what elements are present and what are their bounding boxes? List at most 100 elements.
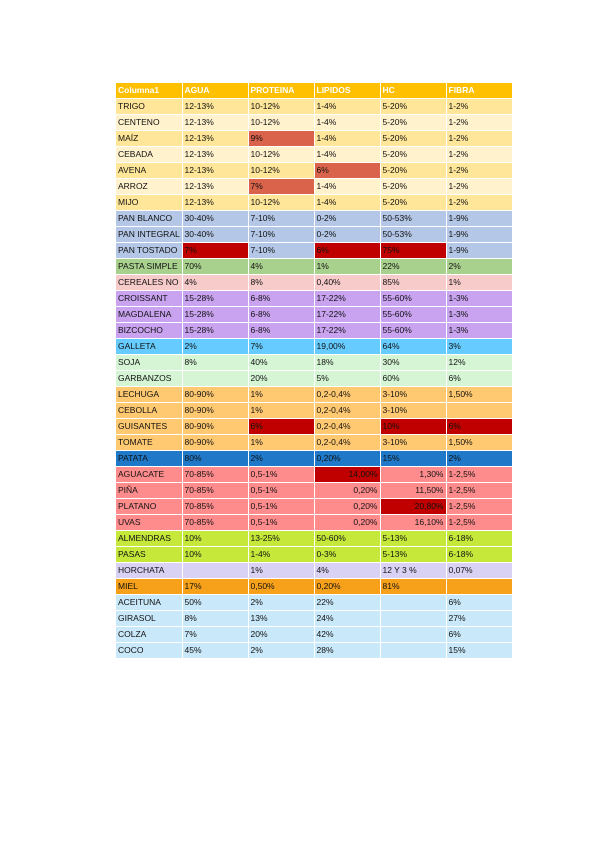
value-cell-agua[interactable] <box>182 562 249 579</box>
value-cell-fibra[interactable]: 2% <box>446 258 513 275</box>
value-cell-fibra[interactable]: 12% <box>446 354 513 371</box>
value-cell-fibra[interactable]: 1-2% <box>446 98 513 115</box>
row-label-cell[interactable]: CEBADA <box>116 146 183 163</box>
value-cell-fibra[interactable]: 0,07% <box>446 562 513 579</box>
value-cell-fibra[interactable]: 6-18% <box>446 546 513 563</box>
value-cell-hc[interactable]: 5-20% <box>380 130 447 147</box>
row-label-cell[interactable]: AGUACATE <box>116 466 183 483</box>
value-cell-proteina[interactable]: 10-12% <box>248 98 315 115</box>
value-cell-fibra[interactable]: 1-9% <box>446 242 513 259</box>
value-cell-fibra[interactable]: 1-2,5% <box>446 482 513 499</box>
value-cell-lipidos[interactable]: 19,00% <box>314 338 381 355</box>
value-cell-lipidos[interactable]: 18% <box>314 354 381 371</box>
value-cell-proteina[interactable]: 7-10% <box>248 226 315 243</box>
value-cell-agua[interactable]: 12-13% <box>182 194 249 211</box>
row-label-cell[interactable]: PAN BLANCO <box>116 210 183 227</box>
value-cell-hc[interactable]: 15% <box>380 450 447 467</box>
value-cell-proteina[interactable]: 40% <box>248 354 315 371</box>
value-cell-agua[interactable]: 45% <box>182 642 249 659</box>
value-cell-agua[interactable]: 80-90% <box>182 386 249 403</box>
header-cell-food[interactable]: Columna1 <box>116 83 183 99</box>
value-cell-agua[interactable]: 80-90% <box>182 402 249 419</box>
value-cell-agua[interactable]: 7% <box>182 242 249 259</box>
value-cell-agua[interactable]: 70-85% <box>182 514 249 531</box>
value-cell-agua[interactable]: 50% <box>182 594 249 611</box>
value-cell-lipidos[interactable]: 0,20% <box>314 514 381 531</box>
value-cell-hc[interactable]: 10% <box>380 418 447 435</box>
value-cell-lipidos[interactable]: 1-4% <box>314 130 381 147</box>
header-cell-agua[interactable]: AGUA <box>182 83 249 99</box>
value-cell-proteina[interactable]: 1% <box>248 402 315 419</box>
value-cell-proteina[interactable]: 10-12% <box>248 162 315 179</box>
row-label-cell[interactable]: SOJA <box>116 354 183 371</box>
value-cell-agua[interactable]: 12-13% <box>182 178 249 195</box>
value-cell-hc[interactable] <box>380 626 447 643</box>
value-cell-proteina[interactable]: 1% <box>248 386 315 403</box>
value-cell-fibra[interactable]: 1-2% <box>446 146 513 163</box>
row-label-cell[interactable]: UVAS <box>116 514 183 531</box>
row-label-cell[interactable]: CEREALES NO <box>116 274 183 291</box>
value-cell-fibra[interactable]: 1% <box>446 274 513 291</box>
value-cell-hc[interactable] <box>380 594 447 611</box>
value-cell-hc[interactable] <box>380 642 447 659</box>
value-cell-agua[interactable]: 80-90% <box>182 418 249 435</box>
row-label-cell[interactable]: ARROZ <box>116 178 183 195</box>
value-cell-fibra[interactable]: 27% <box>446 610 513 627</box>
header-cell-proteina[interactable]: PROTEINA <box>248 83 315 99</box>
value-cell-agua[interactable]: 12-13% <box>182 146 249 163</box>
value-cell-proteina[interactable]: 1-4% <box>248 546 315 563</box>
value-cell-hc[interactable]: 5-20% <box>380 178 447 195</box>
value-cell-lipidos[interactable]: 17-22% <box>314 322 381 339</box>
value-cell-fibra[interactable] <box>446 578 513 595</box>
row-label-cell[interactable]: TRIGO <box>116 98 183 115</box>
value-cell-proteina[interactable]: 2% <box>248 642 315 659</box>
value-cell-lipidos[interactable]: 6% <box>314 162 381 179</box>
value-cell-proteina[interactable]: 7-10% <box>248 210 315 227</box>
header-cell-fibra[interactable]: FIBRA <box>446 83 513 99</box>
row-label-cell[interactable]: ACEITUNA <box>116 594 183 611</box>
value-cell-lipidos[interactable]: 0,2-0,4% <box>314 434 381 451</box>
value-cell-agua[interactable]: 70% <box>182 258 249 275</box>
value-cell-fibra[interactable]: 2% <box>446 450 513 467</box>
value-cell-lipidos[interactable]: 17-22% <box>314 290 381 307</box>
value-cell-agua[interactable]: 17% <box>182 578 249 595</box>
value-cell-agua[interactable]: 80-90% <box>182 434 249 451</box>
value-cell-fibra[interactable]: 6% <box>446 370 513 387</box>
value-cell-lipidos[interactable]: 1-4% <box>314 146 381 163</box>
value-cell-fibra[interactable]: 1,50% <box>446 386 513 403</box>
value-cell-agua[interactable]: 2% <box>182 338 249 355</box>
value-cell-proteina[interactable]: 9% <box>248 130 315 147</box>
value-cell-hc[interactable]: 85% <box>380 274 447 291</box>
value-cell-hc[interactable]: 20,80% <box>380 498 447 515</box>
value-cell-hc[interactable]: 16,10% <box>380 514 447 531</box>
value-cell-fibra[interactable]: 1-2,5% <box>446 498 513 515</box>
value-cell-hc[interactable]: 55-60% <box>380 306 447 323</box>
value-cell-proteina[interactable]: 0,5-1% <box>248 466 315 483</box>
value-cell-proteina[interactable]: 4% <box>248 258 315 275</box>
value-cell-fibra[interactable]: 15% <box>446 642 513 659</box>
row-label-cell[interactable]: GUISANTES <box>116 418 183 435</box>
value-cell-hc[interactable]: 55-60% <box>380 322 447 339</box>
value-cell-hc[interactable]: 30% <box>380 354 447 371</box>
value-cell-lipidos[interactable]: 0,40% <box>314 274 381 291</box>
value-cell-agua[interactable]: 8% <box>182 354 249 371</box>
value-cell-lipidos[interactable]: 1-4% <box>314 194 381 211</box>
value-cell-agua[interactable]: 30-40% <box>182 226 249 243</box>
row-label-cell[interactable]: AVENA <box>116 162 183 179</box>
value-cell-hc[interactable]: 75% <box>380 242 447 259</box>
value-cell-hc[interactable]: 3-10% <box>380 402 447 419</box>
value-cell-hc[interactable]: 5-20% <box>380 162 447 179</box>
value-cell-lipidos[interactable]: 0,20% <box>314 498 381 515</box>
row-label-cell[interactable]: LECHUGA <box>116 386 183 403</box>
value-cell-lipidos[interactable]: 0,2-0,4% <box>314 418 381 435</box>
value-cell-fibra[interactable]: 1-2% <box>446 130 513 147</box>
row-label-cell[interactable]: MIEL <box>116 578 183 595</box>
value-cell-lipidos[interactable]: 50-60% <box>314 530 381 547</box>
row-label-cell[interactable]: MAÍZ <box>116 130 183 147</box>
row-label-cell[interactable]: CEBOLLA <box>116 402 183 419</box>
row-label-cell[interactable]: TOMATE <box>116 434 183 451</box>
value-cell-lipidos[interactable]: 0-2% <box>314 226 381 243</box>
value-cell-lipidos[interactable]: 42% <box>314 626 381 643</box>
value-cell-agua[interactable]: 80% <box>182 450 249 467</box>
value-cell-fibra[interactable]: 1-2% <box>446 162 513 179</box>
